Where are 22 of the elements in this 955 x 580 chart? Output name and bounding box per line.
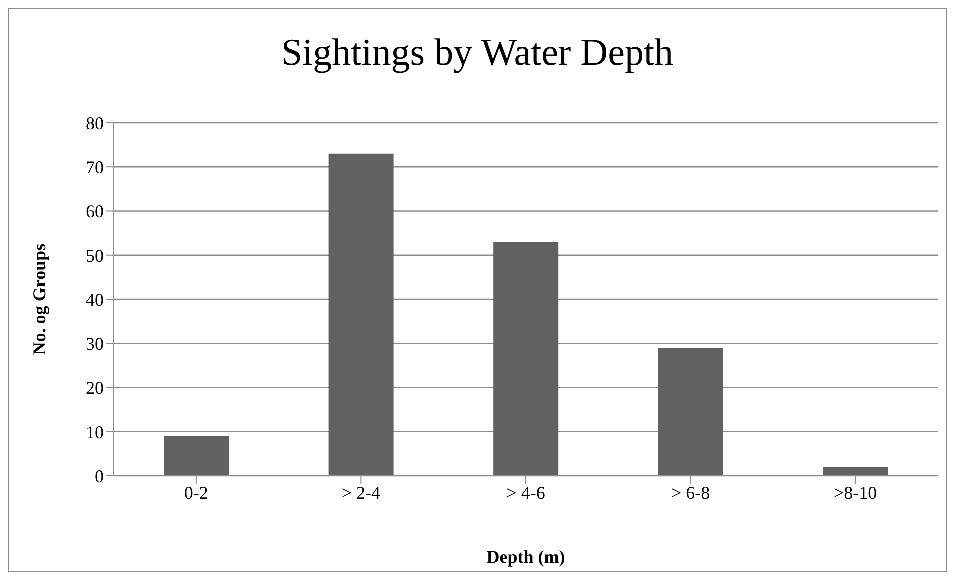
bar (823, 467, 888, 476)
y-tick-label: 10 (86, 422, 104, 442)
y-tick-label: 30 (86, 334, 104, 354)
chart-title: Sightings by Water Depth (280, 31, 675, 75)
bar (658, 348, 724, 476)
y-tick-label: 60 (86, 202, 104, 222)
x-tick-label: >8-10 (834, 482, 878, 503)
y-tick-label: 50 (86, 246, 104, 266)
bar (494, 242, 559, 476)
x-tick-label: > 4-6 (506, 482, 546, 503)
x-tick-label: > 6-8 (671, 482, 710, 503)
y-tick-label: 70 (86, 158, 104, 178)
x-tick-label: > 2-4 (342, 482, 381, 503)
y-tick-label: 80 (86, 113, 104, 134)
y-axis-title: No. og Groups (29, 244, 50, 356)
bar (164, 436, 229, 476)
x-axis-title: Depth (m) (486, 547, 566, 567)
bar (328, 154, 394, 476)
y-tick-label: 40 (86, 290, 104, 310)
x-tick-label: 0-2 (184, 482, 208, 503)
y-tick-label: 20 (86, 378, 104, 398)
y-tick-label: 0 (95, 466, 104, 486)
